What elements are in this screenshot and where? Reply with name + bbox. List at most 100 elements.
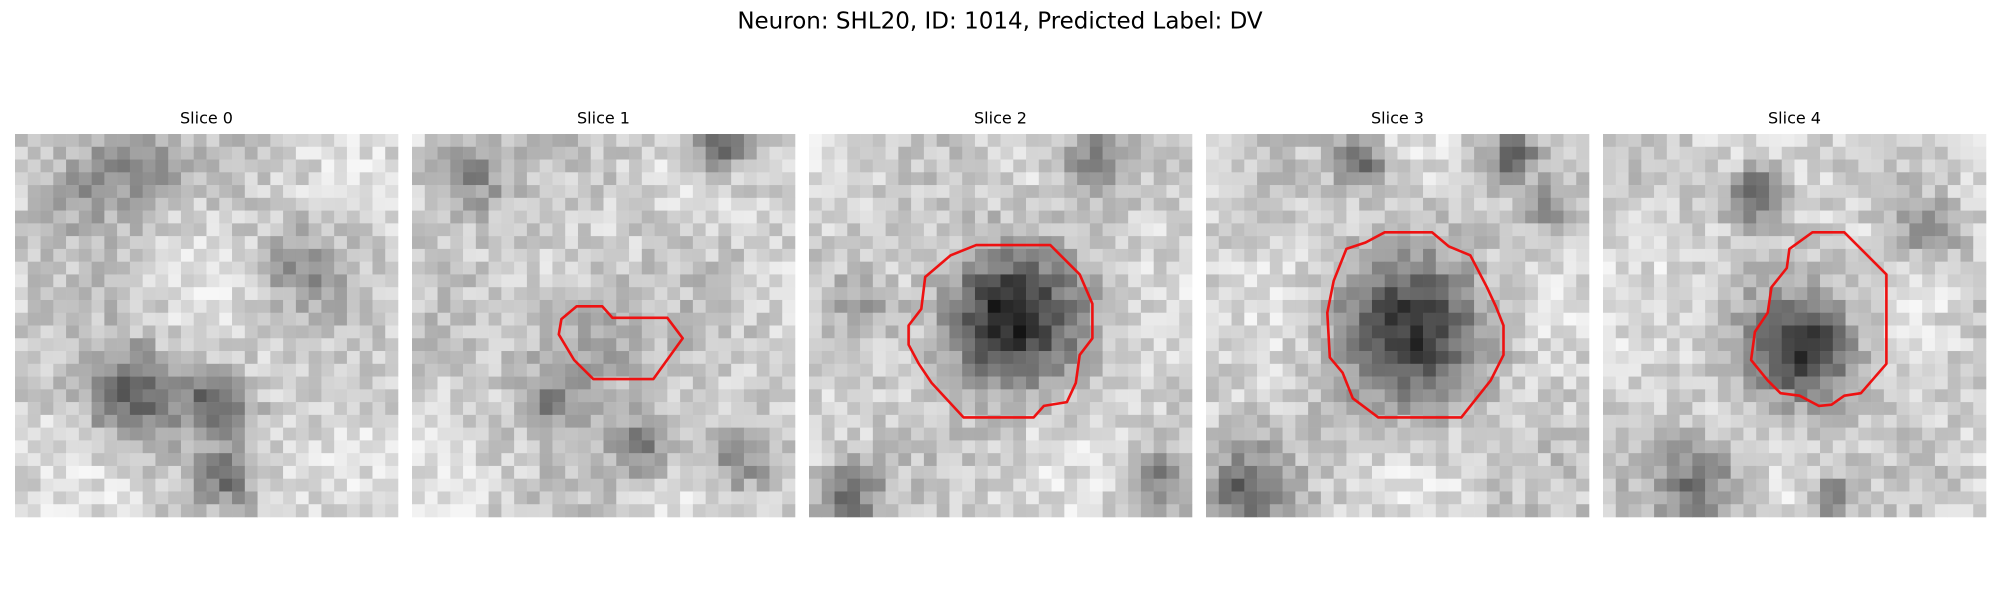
pixel — [809, 261, 823, 275]
pixel — [1768, 210, 1783, 224]
pixel — [501, 440, 515, 454]
pixel — [1397, 299, 1411, 314]
pixel — [962, 248, 976, 262]
pixel — [372, 414, 386, 428]
pixel — [1603, 312, 1617, 326]
pixel — [821, 338, 835, 352]
pixel — [923, 197, 937, 211]
pixel — [1064, 287, 1078, 301]
pixel — [1730, 159, 1744, 173]
pixel — [1179, 351, 1193, 365]
pixel — [731, 197, 745, 211]
pixel — [1077, 465, 1091, 479]
pixel — [1832, 491, 1846, 505]
pixel — [962, 504, 976, 518]
pixel — [283, 287, 297, 301]
pixel — [565, 159, 579, 173]
pixel — [372, 402, 386, 416]
pixel — [718, 453, 732, 467]
pixel — [809, 491, 823, 505]
pixel — [1666, 299, 1680, 314]
pixel — [1717, 172, 1731, 186]
pixel — [53, 363, 67, 377]
pixel — [412, 376, 426, 390]
pixel — [475, 440, 489, 454]
pixel — [1013, 363, 1027, 377]
pixel — [104, 159, 118, 173]
pixel — [412, 197, 426, 211]
pixel — [809, 478, 823, 492]
pixel — [1179, 185, 1193, 199]
pixel — [782, 210, 796, 224]
pixel — [962, 172, 976, 186]
pixel — [463, 185, 477, 199]
pixel — [936, 185, 950, 199]
pixel — [244, 453, 258, 467]
pixel — [53, 465, 67, 479]
pixel — [1794, 338, 1808, 352]
pixel — [1474, 210, 1488, 224]
pixel — [412, 261, 426, 275]
pixel — [1179, 402, 1193, 416]
pixel — [1743, 363, 1757, 377]
pixel — [1820, 223, 1834, 237]
pixel — [1333, 159, 1347, 173]
pixel — [1295, 351, 1309, 365]
pixel — [1934, 465, 1948, 479]
pixel — [206, 236, 220, 250]
pixel — [1038, 491, 1052, 505]
pixel — [270, 402, 284, 416]
pixel — [769, 491, 783, 505]
pixel — [526, 504, 540, 518]
pixel — [526, 478, 540, 492]
pixel — [1026, 236, 1040, 250]
pixel — [385, 402, 399, 416]
pixel — [1346, 338, 1360, 352]
pixel — [1115, 376, 1129, 390]
pixel — [321, 478, 335, 492]
pixel — [1026, 351, 1040, 365]
pixel — [552, 274, 566, 288]
pixel — [860, 414, 874, 428]
pixel — [987, 146, 1001, 160]
pixel — [1231, 465, 1245, 479]
pixel — [1717, 159, 1731, 173]
pixel — [731, 491, 745, 505]
pixel — [1666, 478, 1680, 492]
pixel — [1166, 376, 1180, 390]
pixel — [782, 134, 796, 148]
pixel — [142, 197, 156, 211]
pixel — [526, 312, 540, 326]
pixel — [437, 210, 451, 224]
pixel — [1563, 223, 1577, 237]
pixel — [66, 389, 80, 403]
pixel — [1064, 236, 1078, 250]
pixel — [321, 146, 335, 160]
pixel — [743, 146, 757, 160]
pixel — [1628, 478, 1642, 492]
pixel — [1013, 134, 1027, 148]
pixel — [219, 274, 233, 288]
pixel — [821, 210, 835, 224]
pixel — [1026, 504, 1040, 518]
pixel — [974, 465, 989, 479]
pixel — [1089, 402, 1103, 416]
pixel — [53, 414, 67, 428]
pixel — [1320, 210, 1334, 224]
pixel — [1128, 236, 1142, 250]
pixel — [308, 287, 322, 301]
pixel — [514, 414, 528, 428]
pixel — [949, 351, 963, 365]
pixel — [1346, 185, 1360, 199]
pixel — [53, 299, 67, 314]
pixel — [923, 504, 937, 518]
pixel — [1960, 197, 1974, 211]
pixel — [346, 465, 360, 479]
pixel — [1448, 223, 1462, 237]
pixel — [1140, 389, 1154, 403]
pixel — [1269, 338, 1283, 352]
pixel — [1206, 146, 1220, 160]
pixel — [1794, 491, 1808, 505]
pixel — [1743, 159, 1757, 173]
pixel — [1717, 134, 1731, 148]
